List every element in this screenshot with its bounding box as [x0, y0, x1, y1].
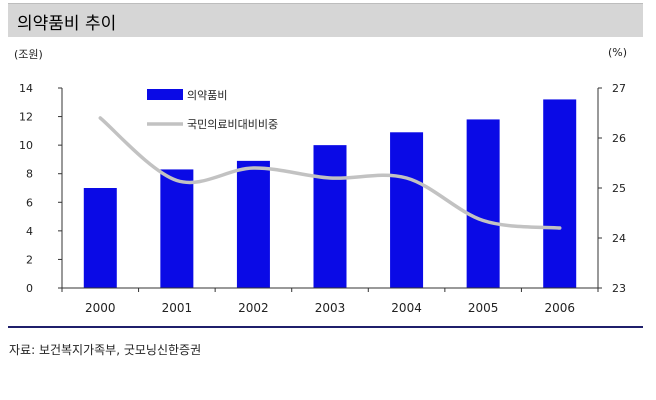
bar-2004 [390, 132, 424, 288]
left-axis: 0 2 4 6 8 10 12 14 [19, 82, 62, 295]
left-tick-label: 10 [19, 139, 33, 152]
axis-lines [61, 88, 599, 289]
source-note: 자료: 보건복지가족부, 굿모닝신한증권 [9, 343, 202, 357]
bar-2001 [160, 169, 194, 288]
title-bar: 의약품비 추이 [8, 3, 643, 37]
bar-2002 [236, 160, 270, 288]
bar-2005 [466, 119, 500, 288]
right-axis: 23 24 25 26 27 [598, 82, 626, 295]
bottom-rule [8, 326, 643, 328]
left-tick-label: 14 [19, 82, 33, 95]
bar-2003 [313, 145, 347, 288]
x-tick-label: 2002 [238, 301, 269, 315]
left-tick-label: 8 [26, 168, 33, 181]
line-point-2002 [251, 166, 255, 170]
legend-bar-label: 의약품비 [187, 88, 227, 102]
bar-2000 [83, 188, 117, 288]
line-point-2006 [558, 226, 562, 230]
x-tick-label: 2005 [468, 301, 499, 315]
bar-series [83, 99, 577, 288]
right-axis-unit: (%) [608, 46, 628, 59]
x-axis-labels: 2000 2001 2002 2003 2004 2005 2006 [61, 288, 599, 315]
line-point-2000 [98, 116, 102, 120]
legend-bar-swatch [147, 89, 183, 100]
x-tick-label: 2001 [162, 301, 193, 315]
left-tick-label: 12 [19, 111, 33, 124]
line-point-2003 [328, 176, 332, 180]
line-point-2001 [175, 179, 179, 182]
x-tick-label: 2003 [315, 301, 346, 315]
legend-line-label: 국민의료비대비비중 [187, 118, 278, 131]
line-series [98, 116, 562, 230]
left-tick-label: 6 [26, 196, 33, 209]
right-tick-label: 27 [612, 82, 626, 95]
left-tick-label: 4 [26, 225, 33, 238]
line-point-2005 [481, 219, 485, 222]
right-tick-label: 25 [612, 182, 626, 195]
left-axis-unit: (조원) [14, 48, 43, 61]
left-tick-label: 0 [26, 282, 33, 295]
legend: 의약품비 국민의료비대비비중 [147, 88, 278, 131]
x-tick-label: 2006 [544, 301, 575, 315]
x-tick-label: 2004 [391, 301, 422, 315]
chart-title: 의약품비 추이 [17, 14, 117, 34]
right-tick-label: 26 [612, 132, 626, 145]
right-tick-label: 24 [612, 232, 626, 245]
line-point-2004 [405, 176, 409, 180]
x-tick-label: 2000 [85, 301, 116, 315]
bar-2006 [543, 99, 577, 288]
right-tick-label: 23 [612, 282, 626, 295]
left-tick-label: 2 [26, 253, 33, 266]
